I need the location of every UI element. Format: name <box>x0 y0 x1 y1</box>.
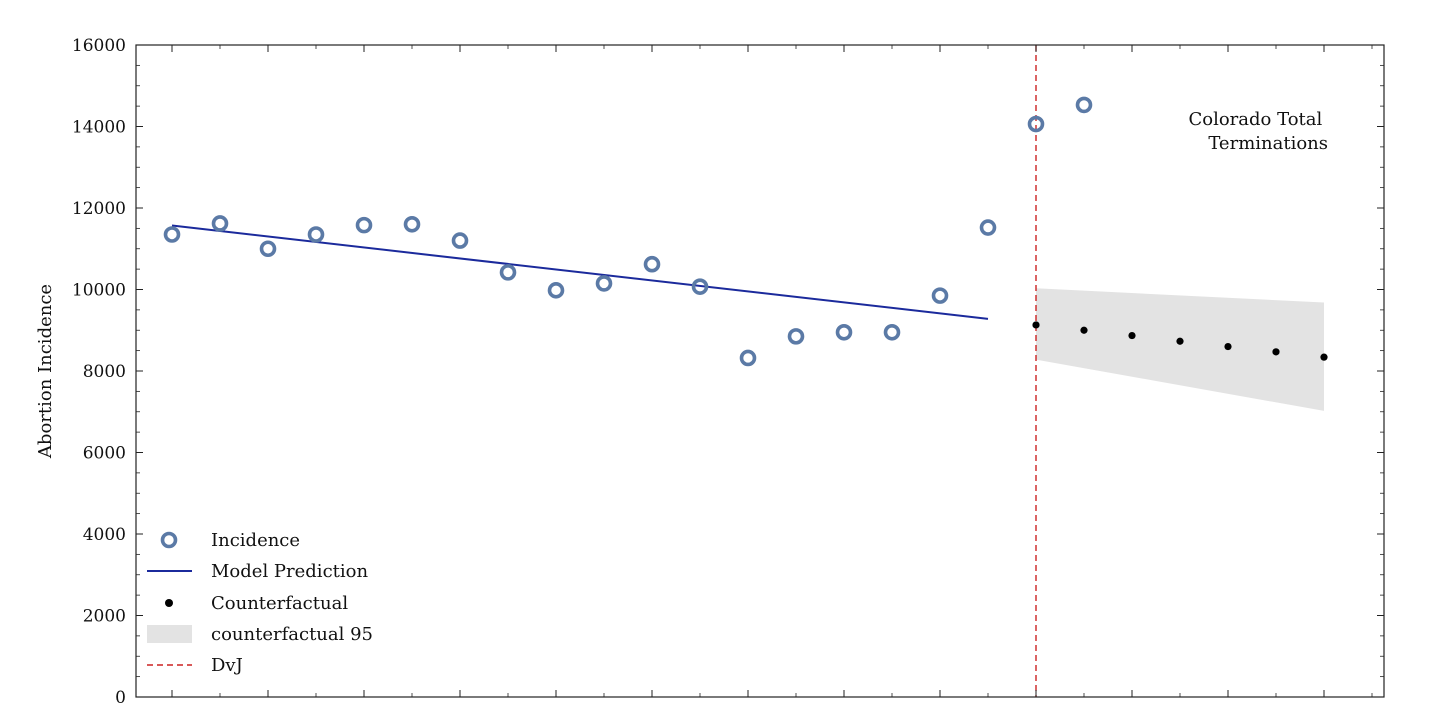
counterfactual-point <box>1032 321 1040 329</box>
counterfactual-point <box>1080 326 1088 334</box>
incidence-point <box>835 323 853 341</box>
incidence-point <box>307 226 325 243</box>
incidence-point <box>451 232 469 249</box>
legend-label-counterfactual: Counterfactual <box>211 593 348 614</box>
incidence-point <box>1075 96 1093 114</box>
incidence-point <box>691 278 709 295</box>
counterfactual-point <box>1272 348 1280 356</box>
y-tick-label: 2000 <box>83 607 126 627</box>
counterfactual-point <box>1224 342 1232 351</box>
y-tick-label: 12000 <box>72 199 126 219</box>
incidence-point <box>547 282 565 299</box>
incidence-point <box>259 240 277 258</box>
counterfactual-point <box>1320 353 1328 361</box>
tick-layer <box>136 44 1384 698</box>
legend-label-incidence: Incidence <box>211 530 300 551</box>
legend-label-dvj: DvJ <box>211 655 243 676</box>
y-tick-label: 4000 <box>83 525 126 545</box>
counterfactual-point <box>1176 337 1184 345</box>
y-tick-label: 8000 <box>83 362 126 382</box>
annotation-line-1: Colorado Total <box>1188 109 1322 130</box>
y-tick-label: 0 <box>115 688 126 708</box>
line-layer <box>171 224 989 320</box>
counterfactual-point <box>1128 331 1136 340</box>
incidence-point <box>163 226 181 243</box>
annotation-line-2: Terminations <box>1208 133 1328 154</box>
y-tick-label-layer: 0 2000 4000 6000 8000 10000 12000 14000 16000 <box>72 36 126 708</box>
y-tick-label: 14000 <box>72 118 126 138</box>
incidence-point <box>883 323 901 341</box>
incidence-point <box>979 219 997 236</box>
point-layer <box>163 96 1328 367</box>
y-tick-label: 10000 <box>72 281 126 301</box>
incidence-point <box>355 216 373 234</box>
y-tick-label: 16000 <box>72 36 126 56</box>
legend-marker-counterfactual-95 <box>147 625 192 643</box>
counterfactual-95-band <box>1036 288 1324 411</box>
legend-label-model-prediction: Model Prediction <box>211 561 368 582</box>
legend-marker-counterfactual <box>165 599 173 607</box>
incidence-point <box>403 216 421 233</box>
model-prediction-line <box>171 224 989 320</box>
legend-marker-incidence <box>160 531 178 549</box>
y-axis-title: Abortion Incidence <box>35 284 56 459</box>
legend: Incidence Model Prediction Counterfactua… <box>147 530 373 676</box>
confidence-band-layer <box>1036 288 1324 411</box>
y-tick-label: 6000 <box>83 444 126 464</box>
incidence-point <box>931 287 949 304</box>
incidence-point <box>595 275 613 292</box>
incidence-point <box>787 328 805 345</box>
incidence-point <box>643 255 661 273</box>
incidence-point <box>211 215 229 232</box>
legend-label-counterfactual-95: counterfactual 95 <box>211 624 373 645</box>
incidence-point <box>499 264 517 281</box>
incidence-point <box>1027 115 1045 133</box>
chart-annotation: Colorado Total Terminations <box>1188 109 1328 154</box>
incidence-point <box>739 349 757 367</box>
